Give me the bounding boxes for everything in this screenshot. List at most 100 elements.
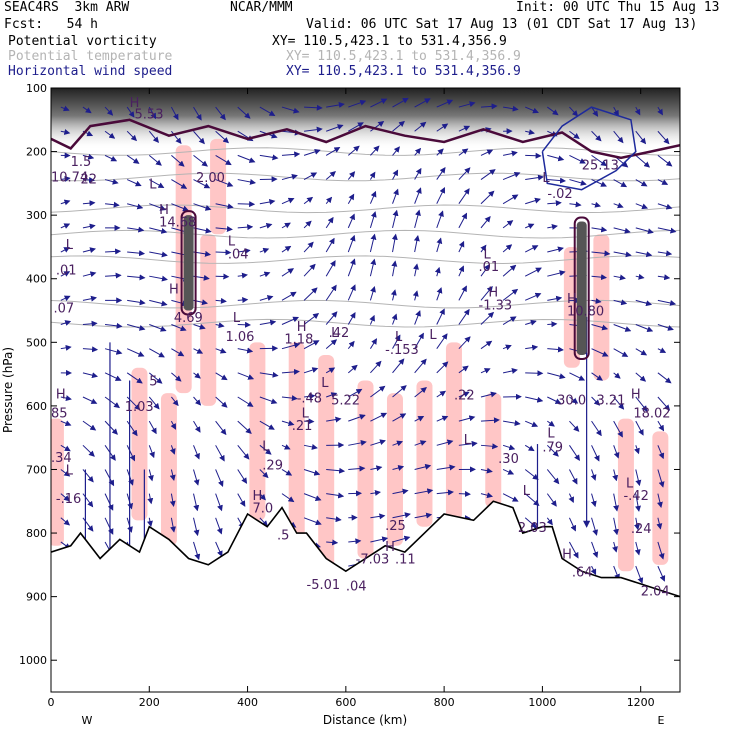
wind-vector-230 — [303, 340, 320, 350]
wind-vector-494 — [591, 445, 600, 462]
wind-vector-211 — [281, 368, 300, 375]
pink-band-4 — [160, 393, 177, 546]
contour-label-66: 2.04 — [641, 584, 670, 599]
wind-vector-527 — [635, 273, 645, 280]
wind-vector-363 — [458, 167, 471, 180]
wind-vector-405 — [502, 220, 514, 229]
wind-vector-514 — [613, 445, 620, 459]
wind-vector-246 — [325, 237, 335, 253]
wind-vector-137 — [193, 517, 200, 537]
wind-vector-270 — [347, 340, 355, 349]
wind-vector-372 — [458, 391, 470, 398]
wind-vector-454 — [546, 444, 559, 457]
pink-band-7 — [318, 355, 335, 572]
wind-vector-290 — [369, 338, 377, 349]
wind-vector-314 — [392, 440, 403, 447]
wind-vector-334 — [414, 440, 427, 446]
wind-vector-101 — [171, 130, 182, 145]
wind-vector-87 — [149, 275, 168, 282]
wind-vector-355 — [436, 464, 456, 471]
contour-label-43: H — [631, 387, 641, 402]
x-tick-label-6: 1200 — [627, 696, 655, 709]
wind-vector-301 — [392, 120, 405, 132]
wind-vector-240 — [326, 101, 345, 108]
wind-vector-512 — [613, 396, 625, 410]
contour-label-67: 2.03 — [518, 521, 547, 536]
wind-vector-96 — [147, 493, 154, 505]
wind-vector-499 — [590, 565, 597, 576]
wind-vector-280 — [370, 98, 388, 108]
wind-vector-42 — [104, 154, 118, 162]
wind-vector-335 — [414, 463, 432, 470]
pv-column-outline-1 — [573, 216, 590, 361]
pink-band-5 — [249, 342, 266, 521]
wind-vector-153 — [215, 420, 227, 436]
wind-vector-477 — [568, 517, 577, 532]
wind-vector-462 — [569, 154, 586, 164]
wind-vector-143 — [215, 179, 234, 187]
wind-vector-317 — [392, 512, 411, 519]
wind-vector-365 — [458, 212, 468, 229]
wind-vector-142 — [215, 154, 232, 166]
wind-vector-288 — [369, 286, 376, 301]
wind-vector-380 — [480, 103, 498, 110]
wind-vector-558 — [657, 541, 665, 560]
wind-vector-166 — [237, 248, 251, 255]
wind-vector-134 — [193, 445, 200, 460]
wind-vector-411 — [502, 368, 518, 374]
wind-vector-487 — [591, 274, 608, 281]
pink-band-10 — [416, 380, 433, 527]
wind-vector-158 — [215, 541, 223, 557]
wind-vector-207 — [281, 268, 295, 277]
wind-vector-34 — [82, 444, 95, 457]
wind-vector-327 — [413, 263, 419, 277]
contour-label-13: .07 — [53, 301, 74, 316]
wind-vector-209 — [281, 316, 300, 325]
wind-vector-340 — [436, 99, 454, 108]
pink-band-17 — [51, 418, 64, 546]
contour-label-42: .79 — [542, 441, 563, 456]
wind-vector-32 — [82, 396, 98, 404]
contour-label-2: 1.5 — [71, 155, 92, 170]
wind-vector-544 — [657, 203, 673, 210]
x-tick-label-4: 800 — [434, 696, 455, 709]
wind-vector-20 — [82, 106, 92, 114]
wind-vector-248 — [325, 284, 337, 301]
contour-label-16: L — [233, 311, 241, 326]
wind-vector-505 — [613, 227, 631, 234]
wind-vector-410 — [502, 344, 512, 351]
wind-vector-271 — [347, 364, 358, 374]
contour-label-10: .04 — [228, 247, 249, 262]
wind-vector-234 — [303, 444, 318, 450]
wind-vector-56 — [104, 493, 114, 511]
wind-vector-173 — [237, 420, 252, 434]
contour-label-32: -.48 — [297, 392, 322, 407]
y-axis-title: Pressure (hPa) — [1, 347, 15, 433]
wind-vector-407 — [502, 264, 517, 277]
wind-vector-35 — [82, 469, 94, 483]
wind-vector-51 — [104, 372, 122, 381]
wind-vector-432 — [525, 396, 544, 403]
x-tick-label-5: 1000 — [528, 696, 556, 709]
wind-vector-426 — [524, 245, 539, 253]
axes: 0 200 400 600 800 1000 1200 100 200 300 400 500 600 7… — [19, 82, 680, 709]
contour-label-15: 4.69 — [174, 311, 203, 326]
contour-label-50: .11 — [395, 553, 416, 568]
pv-column-0 — [183, 215, 194, 311]
y-tick-label-8: 900 — [26, 591, 47, 604]
wind-vector-226 — [303, 241, 314, 253]
contour-label-47: .24 — [631, 522, 652, 537]
wind-vector-28 — [82, 295, 98, 302]
wind-vector-294 — [370, 439, 386, 446]
wind-vector-22 — [82, 153, 95, 160]
x-tick-label-0: 0 — [48, 696, 55, 709]
pink-shading-layer — [51, 138, 669, 572]
wind-vector-129 — [193, 323, 206, 330]
wind-vector-342 — [436, 148, 444, 156]
pink-band-8 — [357, 380, 374, 559]
wind-vector-543 — [657, 179, 669, 185]
contour-label-7: H — [159, 203, 169, 218]
wind-vector-453 — [547, 420, 555, 427]
wind-vector-320 — [414, 98, 431, 108]
wind-vector-196 — [259, 493, 266, 501]
